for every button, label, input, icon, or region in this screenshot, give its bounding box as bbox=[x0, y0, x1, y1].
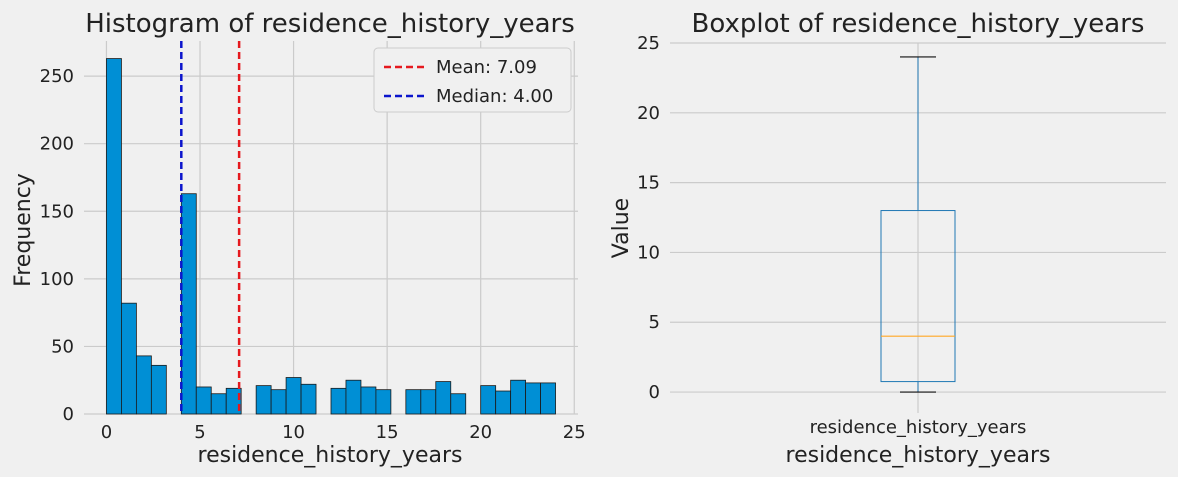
boxplot-x-axis-label: residence_history_years bbox=[786, 443, 1051, 468]
histogram-bar bbox=[300, 383, 317, 415]
histogram-bar bbox=[375, 389, 392, 415]
histogram-bar bbox=[480, 385, 497, 415]
histogram-bar bbox=[285, 377, 302, 415]
boxplot-y-tick-label: 5 bbox=[649, 312, 660, 333]
histogram-bar bbox=[150, 364, 167, 415]
boxplot-y-tick-label: 0 bbox=[649, 382, 660, 403]
histogram-bar bbox=[495, 390, 512, 415]
histogram-bar bbox=[345, 379, 362, 415]
histogram-bar bbox=[255, 385, 272, 415]
histogram-bar bbox=[270, 389, 287, 415]
boxplot-y-tick-label: 10 bbox=[637, 242, 660, 263]
histogram-y-ticks: 0 50 100 150 200 250 bbox=[40, 66, 74, 425]
legend-mean-label: Mean: 7.09 bbox=[436, 57, 537, 78]
histogram-bar bbox=[195, 386, 212, 415]
boxplot-category-label: residence_history_years bbox=[810, 417, 1027, 438]
histogram-bar bbox=[420, 389, 437, 415]
iqr-box bbox=[880, 210, 956, 383]
legend-median-label: Median: 4.00 bbox=[436, 86, 553, 107]
histogram-x-tick-label: 20 bbox=[469, 422, 492, 443]
histogram-y-tick-label: 50 bbox=[51, 336, 74, 357]
histogram-bar bbox=[360, 386, 377, 415]
histogram-y-axis-label: Frequency bbox=[11, 173, 36, 287]
boxplot-panel: Boxplot of residence_history_years 0 5 10 1… bbox=[609, 9, 1166, 468]
histogram-y-tick-label: 0 bbox=[63, 404, 74, 425]
histogram-bar bbox=[405, 389, 422, 415]
histogram-x-tick-label: 10 bbox=[282, 422, 305, 443]
boxplot-title: Boxplot of residence_history_years bbox=[692, 9, 1145, 39]
histogram-bar bbox=[121, 302, 137, 415]
histogram-bar bbox=[106, 58, 122, 415]
histogram-bar bbox=[180, 193, 197, 415]
boxplot-y-ticks: 0 5 10 15 20 25 bbox=[637, 33, 660, 403]
histogram-bar bbox=[525, 382, 541, 415]
histogram-bar bbox=[540, 382, 556, 415]
histogram-legend: Mean: 7.09 Median: 4.00 bbox=[373, 47, 572, 113]
histogram-y-tick-label: 250 bbox=[40, 66, 74, 87]
histogram-reference-lines bbox=[180, 41, 241, 414]
histogram-bar bbox=[210, 393, 227, 415]
histogram-x-tick-label: 0 bbox=[101, 422, 112, 443]
histogram-y-tick-label: 150 bbox=[40, 201, 74, 222]
histogram-bar bbox=[225, 387, 242, 415]
histogram-bar bbox=[510, 379, 527, 415]
histogram-y-tick-label: 200 bbox=[40, 134, 74, 155]
histogram-y-tick-label: 100 bbox=[40, 269, 74, 290]
boxplot-y-tick-label: 15 bbox=[637, 173, 660, 194]
histogram-bar bbox=[435, 381, 452, 415]
histogram-bar bbox=[450, 393, 467, 415]
histogram-x-axis-label: residence_history_years bbox=[198, 443, 463, 468]
boxplot-y-tick-label: 20 bbox=[637, 103, 660, 124]
boxplot-box bbox=[880, 56, 956, 393]
histogram-x-tick-label: 25 bbox=[563, 422, 586, 443]
histogram-bars bbox=[106, 58, 556, 415]
histogram-bar bbox=[330, 387, 347, 415]
histogram-grid bbox=[84, 41, 578, 415]
histogram-bar bbox=[135, 355, 152, 415]
histogram-x-tick-label: 15 bbox=[376, 422, 399, 443]
histogram-x-ticks: 0 5 10 15 20 25 bbox=[101, 422, 586, 443]
boxplot-y-axis-label: Value bbox=[609, 198, 634, 258]
histogram-title: Histogram of residence_history_years bbox=[85, 9, 575, 39]
histogram-x-tick-label: 5 bbox=[194, 422, 205, 443]
boxplot-y-tick-label: 25 bbox=[637, 33, 660, 54]
histogram-panel: Histogram of residence_history_years 0 5 1… bbox=[11, 9, 586, 468]
